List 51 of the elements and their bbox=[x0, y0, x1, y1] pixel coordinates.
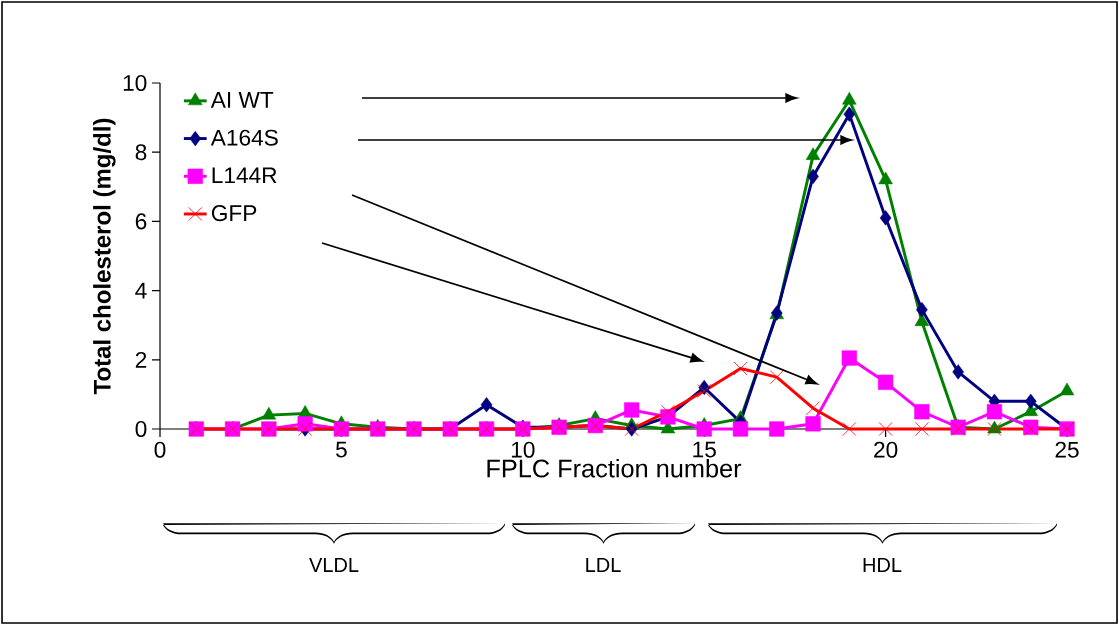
point bbox=[806, 401, 821, 416]
text: LDL bbox=[586, 558, 621, 572]
y-tick-label: 4 bbox=[135, 282, 147, 299]
point bbox=[805, 147, 821, 160]
point bbox=[916, 302, 928, 318]
point bbox=[769, 421, 785, 437]
point bbox=[624, 402, 640, 418]
y-tick-label: 8 bbox=[135, 144, 147, 161]
point bbox=[843, 106, 856, 122]
point bbox=[1024, 393, 1037, 409]
text: VLDL bbox=[309, 558, 359, 572]
point bbox=[878, 374, 894, 390]
legend-label: GFP bbox=[211, 205, 257, 222]
point bbox=[1059, 382, 1075, 396]
point bbox=[697, 383, 712, 398]
point bbox=[841, 350, 857, 366]
point bbox=[696, 421, 712, 437]
x-tick-label: 5 bbox=[336, 441, 347, 458]
x-axis-title: FPLC Fraction number bbox=[487, 458, 742, 478]
y-tick-label: 10 bbox=[123, 74, 147, 92]
point bbox=[914, 313, 930, 327]
point bbox=[769, 370, 784, 385]
point bbox=[660, 404, 675, 419]
point bbox=[842, 92, 857, 105]
point bbox=[879, 210, 892, 226]
legend-label: AI WT bbox=[210, 92, 274, 108]
y-tick-label: 0 bbox=[135, 420, 147, 438]
point bbox=[807, 168, 819, 185]
point bbox=[914, 404, 930, 420]
point bbox=[261, 406, 277, 420]
legend-label: L144R bbox=[212, 167, 277, 184]
point bbox=[914, 422, 929, 436]
y-axis-title: Total cholesterol (mg/dl) bbox=[93, 118, 116, 395]
point bbox=[878, 171, 893, 185]
point bbox=[986, 404, 1003, 420]
point bbox=[842, 422, 857, 436]
text: HDL bbox=[863, 558, 902, 572]
point bbox=[952, 364, 964, 380]
point bbox=[805, 416, 821, 432]
x-tick-label: 10 bbox=[511, 441, 535, 458]
x-tick-label: 15 bbox=[693, 441, 716, 458]
y-tick-label: 6 bbox=[135, 213, 147, 230]
point bbox=[480, 397, 493, 413]
x-tick-label: 25 bbox=[1055, 441, 1079, 458]
point bbox=[878, 422, 893, 436]
legend-label: A164S bbox=[210, 129, 278, 146]
x-tick-label: 0 bbox=[154, 441, 166, 458]
point bbox=[733, 361, 748, 376]
point bbox=[732, 421, 749, 437]
x-tick-label: 20 bbox=[874, 441, 898, 458]
y-tick-label: 2 bbox=[135, 351, 147, 368]
